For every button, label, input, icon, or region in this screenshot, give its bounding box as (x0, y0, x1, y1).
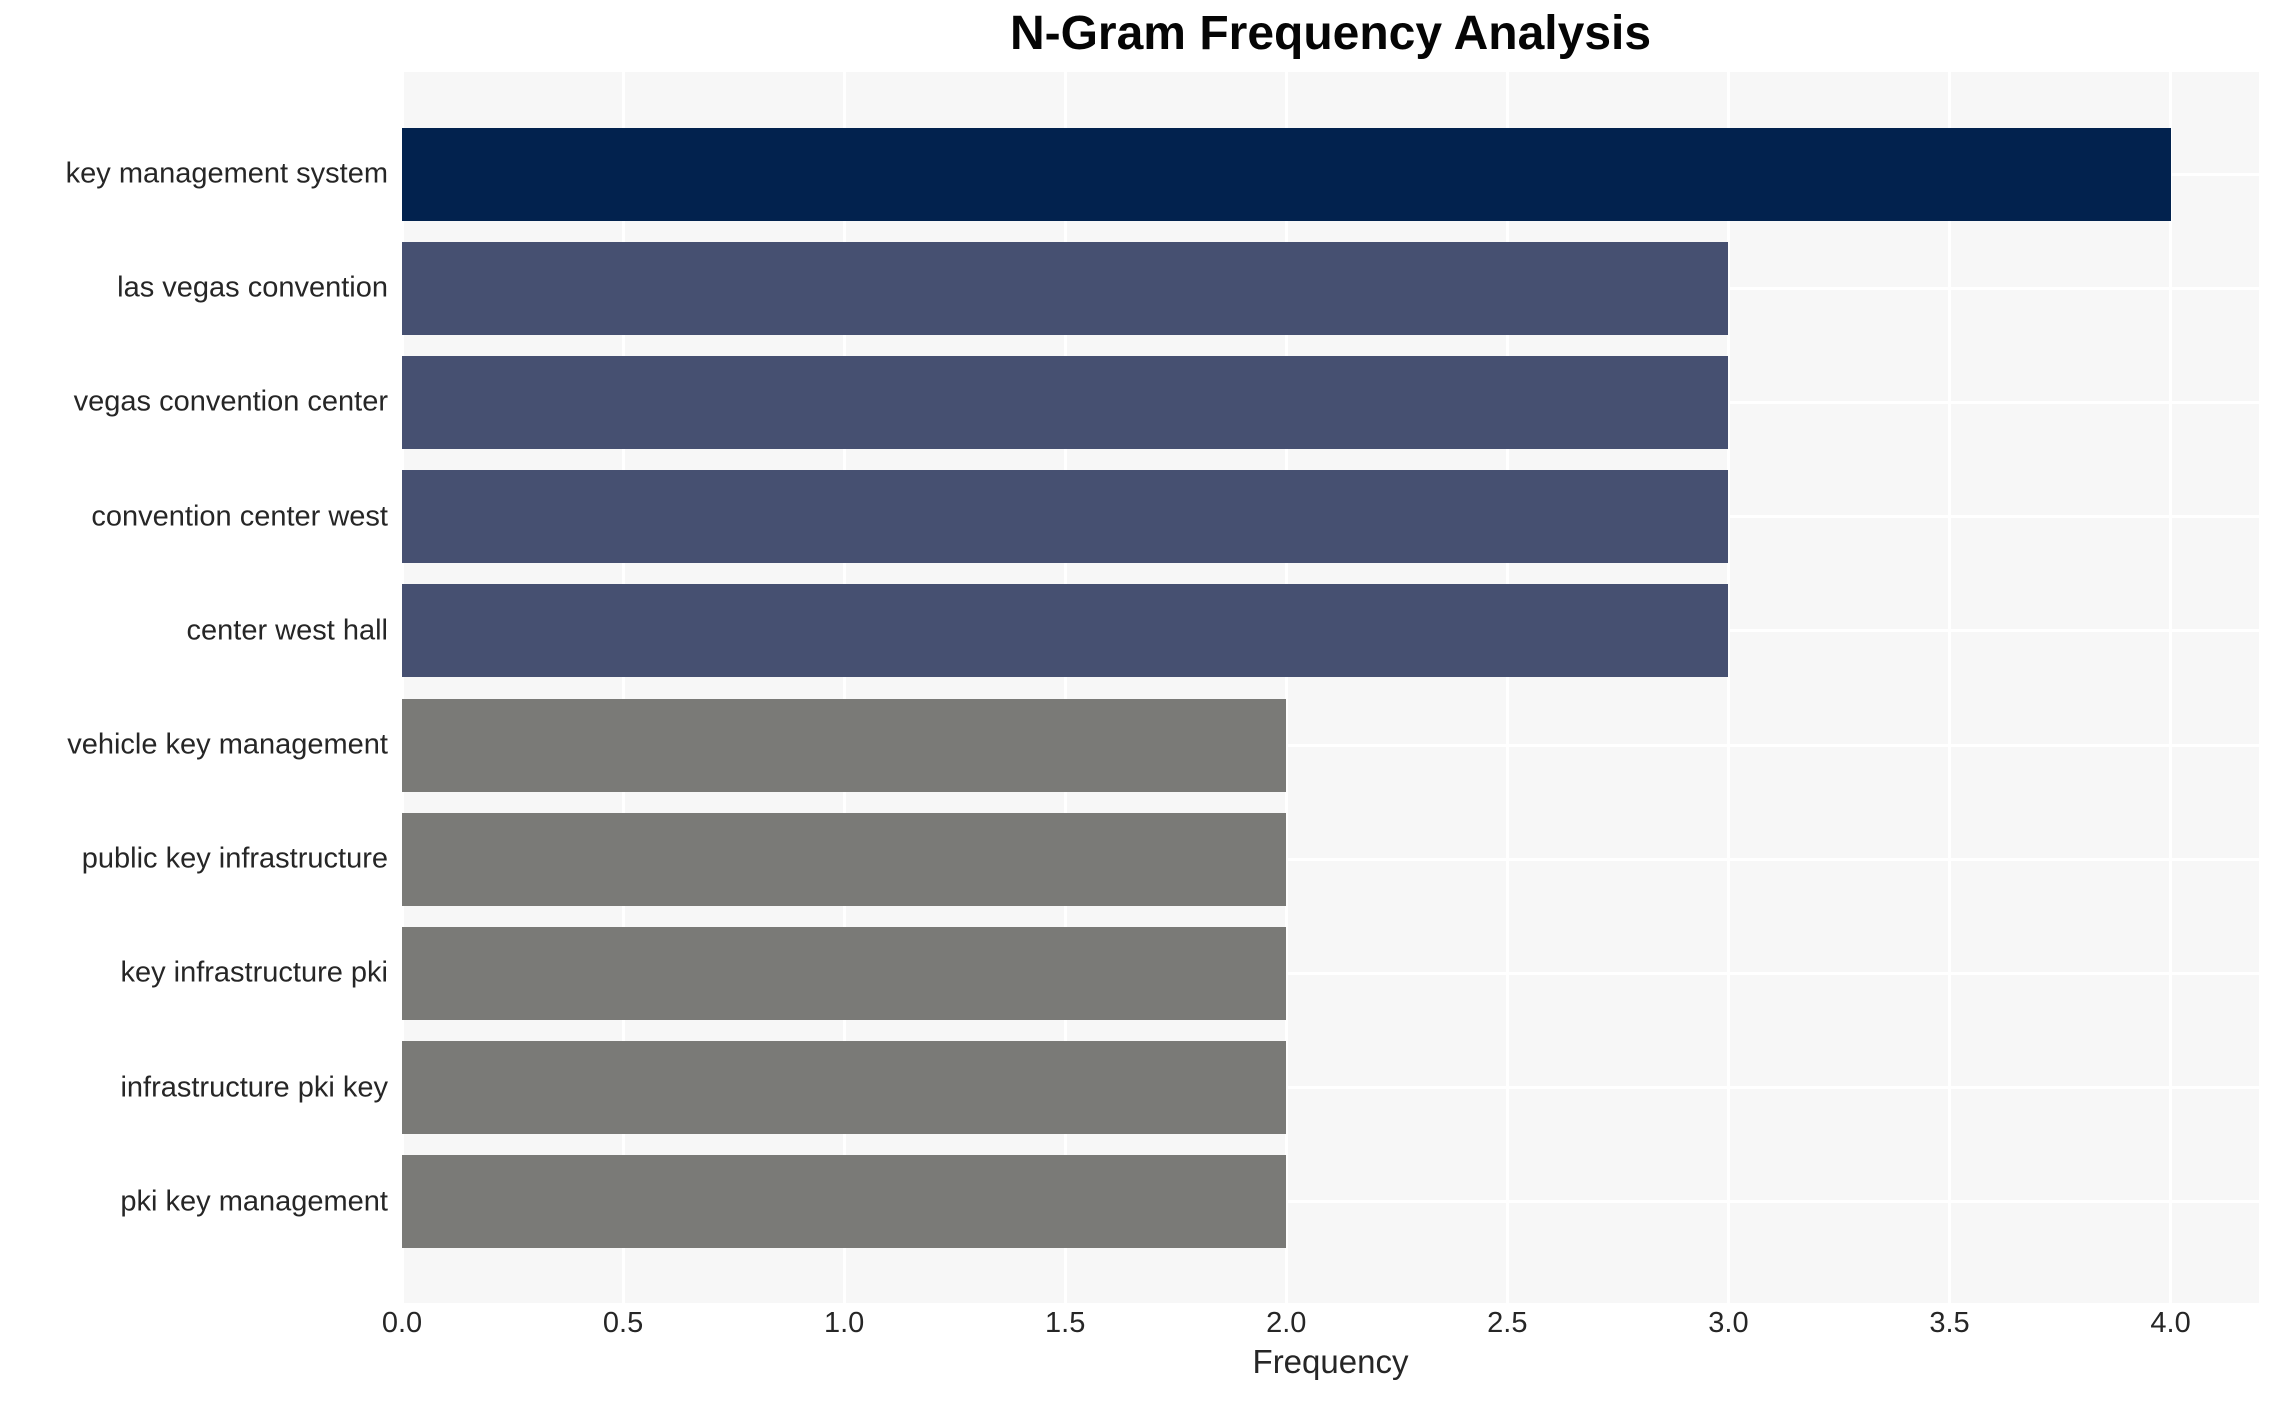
bar (402, 926, 1287, 1020)
x-tick-label: 1.0 (823, 1307, 865, 1339)
gridline-horizontal (402, 743, 2259, 747)
gridline-horizontal (402, 857, 2259, 861)
y-tick-label: infrastructure pki key (120, 1071, 388, 1104)
bar (402, 698, 1287, 792)
y-tick-label: las vegas convention (117, 271, 388, 304)
y-tick-label: public key infrastructure (81, 842, 388, 875)
gridline-vertical (2169, 72, 2173, 1303)
gridline-horizontal (402, 971, 2259, 975)
bar (402, 355, 1729, 449)
chart-title: N-Gram Frequency Analysis (1009, 7, 1652, 60)
y-tick-label: key management system (65, 157, 388, 190)
y-tick-label: vehicle key management (67, 728, 388, 761)
y-tick-label: pki key management (120, 1185, 388, 1218)
bar (402, 241, 1729, 335)
x-tick-label: 1.5 (1045, 1307, 1086, 1339)
x-tick-label: 4.0 (2150, 1307, 2191, 1339)
gridline-vertical (400, 72, 404, 1303)
x-tick-label: 3.0 (1708, 1307, 1749, 1339)
x-tick-label: 0.5 (602, 1307, 644, 1339)
x-tick-label: 2.5 (1487, 1307, 1528, 1339)
gridline-vertical (621, 72, 625, 1303)
plot-area (400, 72, 2259, 1303)
x-tick-label: 0.0 (381, 1307, 423, 1339)
gridline-vertical (1948, 72, 1951, 1303)
bar (402, 584, 1729, 678)
bar (402, 1155, 1287, 1249)
y-tick-label: vegas convention center (73, 385, 388, 418)
y-tick-label: convention center west (91, 500, 388, 533)
x-axis-label: Frequency (1252, 1343, 1409, 1380)
bar (402, 812, 1287, 906)
gridline-vertical (842, 72, 846, 1303)
gridline-horizontal (402, 1200, 2259, 1204)
bar (402, 127, 2171, 221)
bar (402, 1041, 1287, 1135)
gridline-vertical (1284, 72, 1288, 1303)
gridline-vertical (1063, 72, 1067, 1303)
bar (402, 470, 1729, 564)
x-tick-label: 2.0 (1266, 1307, 1307, 1339)
y-axis-tick-labels: key management system las vegas conventio… (0, 72, 388, 1303)
y-tick-label: key infrastructure pki (120, 956, 388, 989)
gridline-horizontal (402, 1086, 2259, 1090)
x-tick-label: 3.5 (1929, 1307, 1970, 1339)
y-tick-label: center west hall (186, 614, 389, 647)
gridline-vertical (1505, 72, 1509, 1303)
gridline-vertical (1726, 72, 1730, 1303)
